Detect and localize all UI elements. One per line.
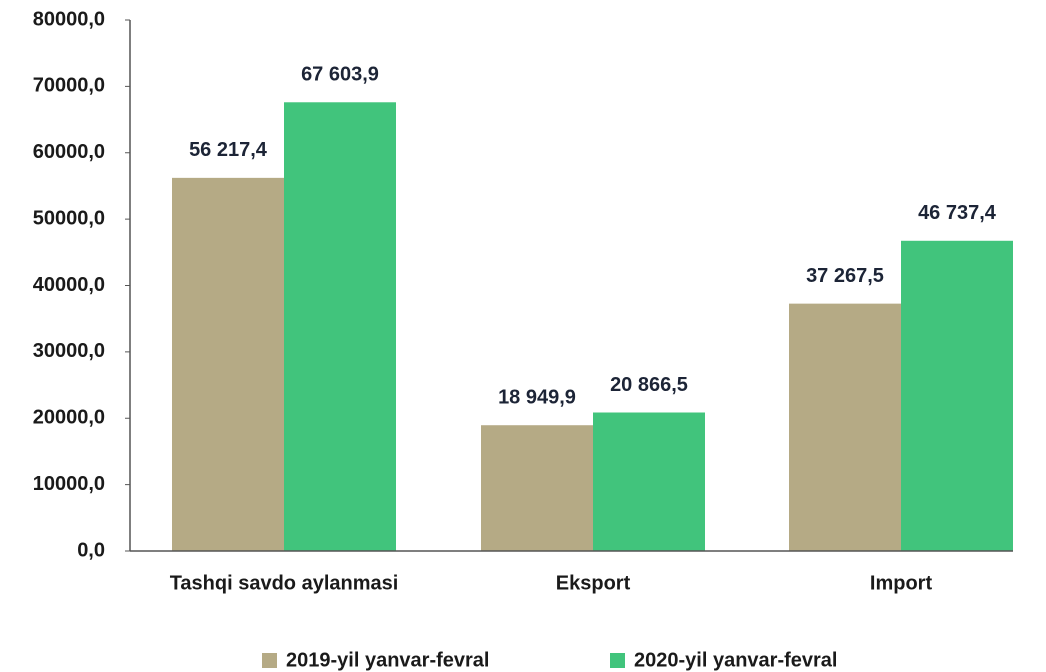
bar [481,425,593,551]
y-tick-label: 0,0 [77,539,105,561]
y-tick-label: 40000,0 [33,274,105,296]
legend-swatch [262,653,277,668]
bar [901,240,1013,551]
legend-swatch [610,653,625,668]
legend-label: 2020-yil yanvar-fevral [634,649,837,671]
bar [789,303,901,551]
y-tick-label: 30000,0 [33,340,105,362]
y-tick-label: 60000,0 [33,141,105,163]
data-label: 46 737,4 [918,202,997,224]
data-label: 37 267,5 [806,265,884,287]
y-tick-label: 70000,0 [33,75,105,97]
x-tick-label: Eksport [556,572,631,594]
y-tick-label: 50000,0 [33,207,105,229]
data-label: 20 866,5 [610,374,688,396]
bar [593,412,705,551]
legend-label: 2019-yil yanvar-fevral [286,649,489,671]
bar [172,177,284,552]
data-label: 56 217,4 [189,139,268,161]
y-tick-label: 10000,0 [33,473,105,495]
bar [284,102,396,551]
x-tick-label: Import [870,572,933,594]
data-label: 67 603,9 [301,64,379,86]
y-tick-label: 80000,0 [33,8,105,30]
data-label: 18 949,9 [498,387,576,409]
x-tick-label: Tashqi savdo aylanmasi [170,572,399,594]
y-tick-label: 20000,0 [33,407,105,429]
